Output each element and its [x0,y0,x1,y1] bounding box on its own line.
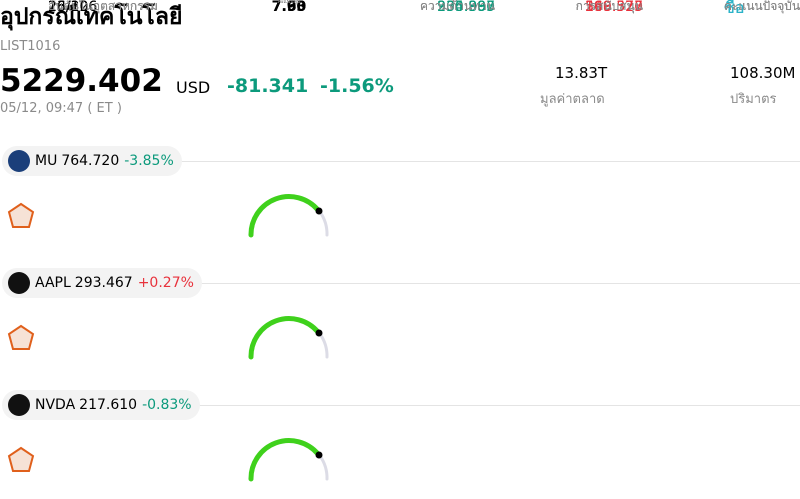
stock-change: +0.27% [137,275,194,291]
score-label: คะแนนหุ้น [277,0,301,5]
rank-icon [7,202,35,228]
currency: USD [176,78,211,97]
score-gauge [248,316,329,360]
rank: 26/106 [48,0,98,15]
price: 5229.402 [0,63,163,99]
resistance: 305.897 [437,0,495,15]
rank-label: อันดับในอุตสาหกรรม [48,0,158,13]
signal-label: คะแนนปัจจุบัน [724,0,800,13]
stock-price: 764.720 [61,153,120,169]
logo [8,272,30,294]
signal: ซื้อ [724,0,745,17]
stock-chip[interactable]: AAPL 293.467 +0.27% [2,268,202,298]
stock-change: -0.83% [142,397,192,413]
signal-label: คะแนนปัจจุบัน [724,0,800,13]
market-cap: 13.83T [555,64,608,82]
rank-label: อันดับในอุตสาหกรรม [48,0,158,13]
support: 199.373 [585,0,643,15]
support-label: การสนับสนุน [575,0,643,13]
score-gauge [248,194,329,238]
resistance: 934.380 [437,0,495,15]
logo [8,394,30,416]
score: 7.90 [271,0,307,15]
resistance-label: ความต้านทาน [420,0,495,13]
change: -81.341 [227,75,309,97]
support-label: การสนับสนุน [575,0,643,13]
divider [180,405,800,406]
signal: ซื้อ [724,0,745,17]
rank: 13/32 [48,0,89,15]
ticker: MU [35,153,58,169]
market-cap-label: มูลค่าตลาด [540,92,605,107]
datetime: 05/12, 09:47 ( ET ) [0,101,122,116]
logo [8,150,30,172]
volume: 108.30M [730,64,796,82]
stock-chip[interactable]: NVDA 217.610 -0.83% [2,390,200,420]
stock-price: 293.467 [74,275,133,291]
ticker: NVDA [35,397,76,413]
rank-label: อันดับในอุตสาหกรรม [48,0,158,13]
score-gauge [248,438,329,482]
title: อุปกรณ์เทคโนโลยี [0,4,183,30]
volume-label: ปริมาตร [730,92,777,107]
score-label: คะแนนหุ้น [277,0,301,5]
stock-change: -3.85% [124,153,174,169]
resistance-label: ความต้านทาน [420,0,495,13]
rank: 26/106 [48,0,98,15]
divider [180,161,800,162]
rank-icon [7,324,35,350]
stock-chip[interactable]: MU 764.720 -3.85% [2,146,182,176]
score: 7.90 [271,0,307,15]
resistance: 230.903 [437,0,495,15]
divider [180,283,800,284]
stock-price: 217.610 [79,397,138,413]
signal-label: คะแนนปัจจุบัน [724,0,800,13]
code: LIST1016 [0,39,61,54]
score: 7.63 [271,0,307,15]
support-label: การสนับสนุน [575,0,643,13]
rank-icon [7,446,35,472]
change-pct: -1.56% [320,75,394,97]
ticker: AAPL [35,275,71,291]
resistance-label: ความต้านทาน [420,0,495,13]
support: 268.327 [585,0,643,15]
score-label: คะแนนหุ้น [277,0,301,5]
signal: ซื้อ [724,0,745,17]
support: 540.570 [585,0,643,15]
